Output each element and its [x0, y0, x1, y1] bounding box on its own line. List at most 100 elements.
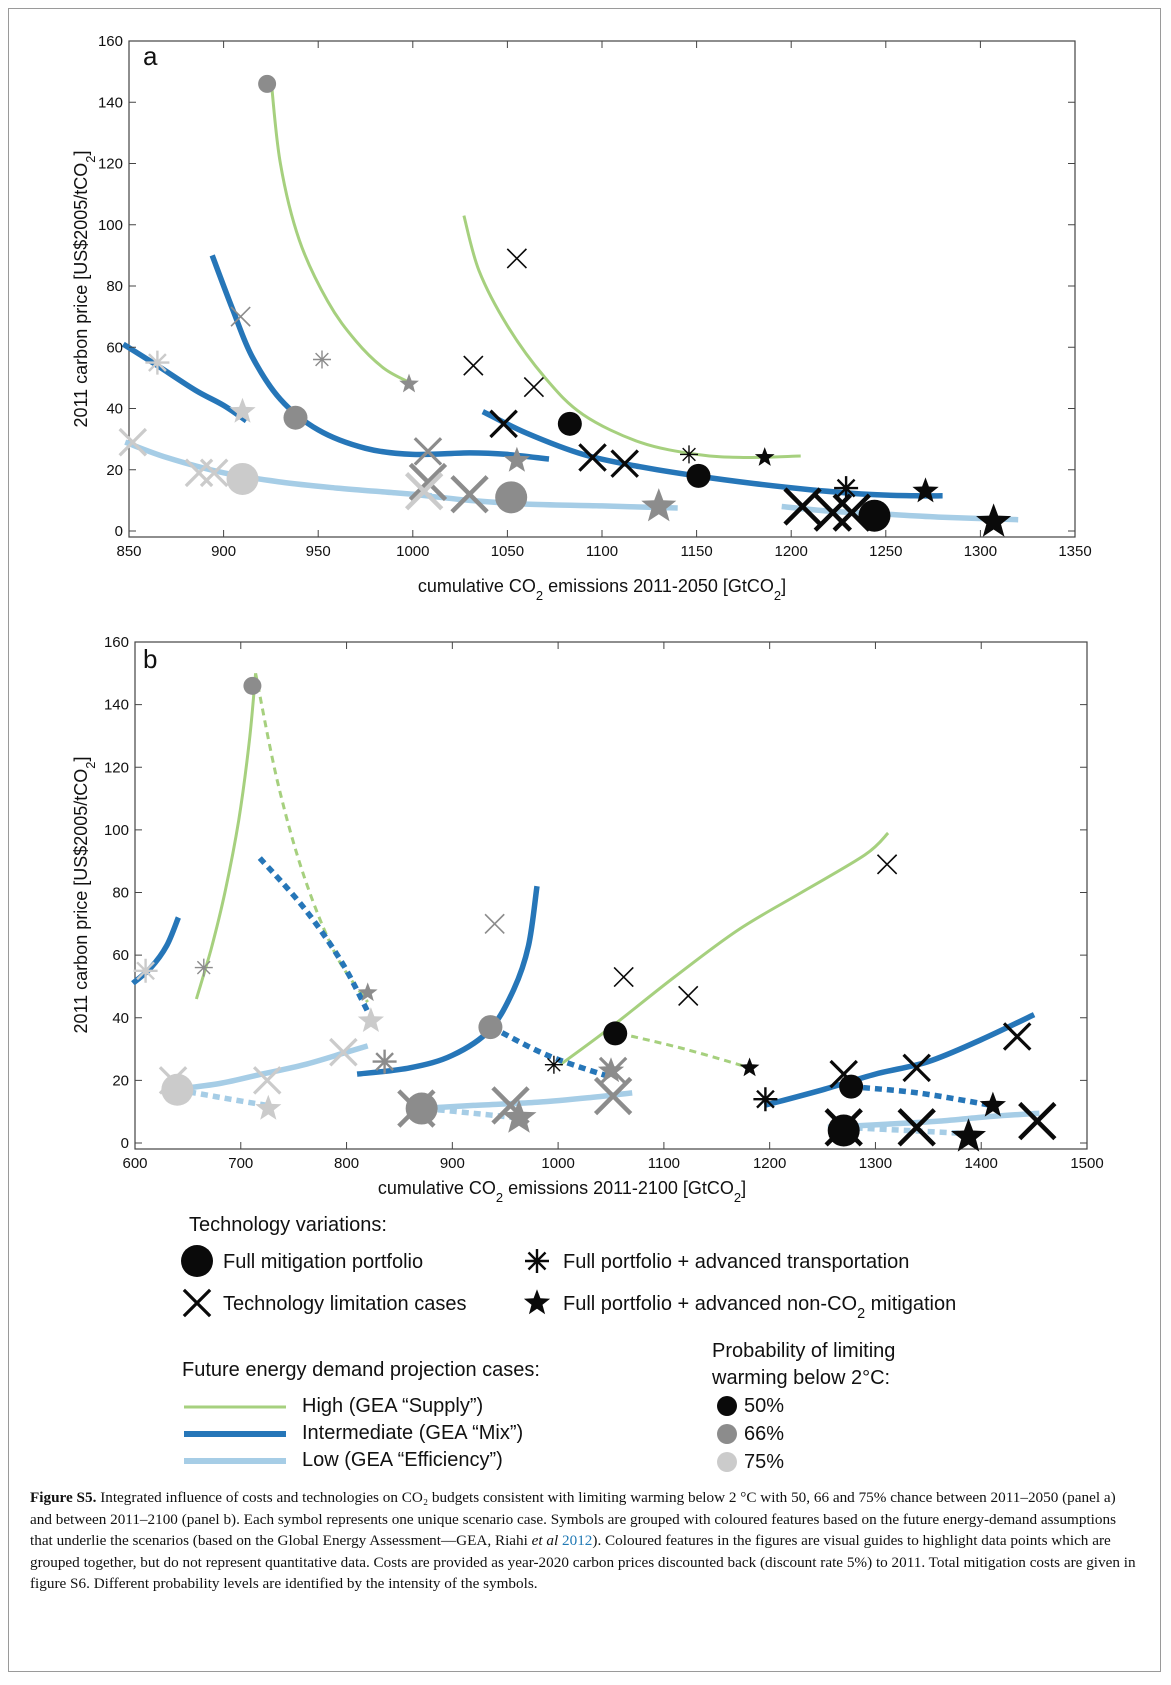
x-tick-label: 850: [116, 543, 141, 560]
caption-ref-link[interactable]: 2012: [562, 1532, 593, 1549]
legend-circle-mark: [181, 1245, 213, 1277]
point-star-66: [501, 1099, 537, 1133]
legend-item-low: Low (GEA “Efficiency”): [302, 1449, 503, 1471]
point-cross-50: [463, 355, 484, 376]
guide-curve-intermediate: [356, 885, 540, 1077]
panel-b-letter: b: [143, 644, 157, 674]
point-cross-50: [1002, 1022, 1032, 1051]
point-cross-50: [610, 449, 639, 478]
point-asterisk-75: [145, 350, 170, 375]
legend-item-tech-limitation: Technology limitation cases: [223, 1293, 466, 1315]
y-tick-label: 20: [106, 462, 123, 479]
point-circle-66: [243, 676, 262, 695]
guide-curve-low: [412, 491, 678, 511]
panel-b-points: [133, 676, 1057, 1152]
legend-asterisk-mark: [525, 1249, 549, 1273]
point-circle-50: [557, 411, 582, 436]
panel-b-y-axis-title: 2011 carbon price [US$2005/tCO2]: [71, 756, 98, 1033]
point-star-66: [597, 1057, 625, 1083]
panel-a-guides: [121, 77, 1019, 523]
panel-b: b 600 700 800 900 1000 1100 1200 1300 1400 1500 0 2…: [71, 634, 1104, 1205]
y-tick-label: 120: [98, 156, 123, 173]
panel-a: a 850 900 950 1000 1050 1100 1150 1200 1250 1300 1…: [71, 33, 1092, 603]
point-asterisk-66: [194, 958, 213, 977]
point-cross-50: [489, 409, 518, 439]
y-tick-label: 80: [112, 885, 129, 902]
point-cross-50: [832, 493, 871, 532]
point-asterisk-50: [544, 1055, 563, 1074]
x-tick-label: 1000: [541, 1155, 574, 1172]
x-tick-label: 1000: [396, 543, 429, 560]
point-cross-75: [404, 472, 444, 511]
point-asterisk-50: [834, 476, 859, 501]
legend-star-mark: [523, 1289, 551, 1315]
point-asterisk-66: [313, 350, 331, 369]
caption-text-2: ). Coloured features in the figures are …: [30, 1532, 1136, 1592]
point-star-75: [357, 1007, 384, 1032]
guide-curve-high: [254, 673, 369, 1003]
point-cross-50: [613, 966, 634, 988]
guide-curve-intermediate: [257, 856, 371, 1013]
y-tick-label: 0: [115, 523, 123, 540]
point-star-50: [951, 1118, 986, 1152]
point-cross-66: [484, 913, 505, 934]
x-tick-label: 1200: [775, 543, 808, 560]
point-cross-50: [506, 248, 527, 269]
point-cross-50: [578, 443, 607, 472]
point-star-66: [641, 488, 677, 522]
x-tick-label: 950: [306, 543, 331, 560]
guide-curve-low: [418, 1090, 633, 1112]
point-cross-66: [593, 1076, 633, 1116]
point-star-75: [255, 1094, 282, 1120]
point-cross-66: [408, 462, 448, 502]
guide-curve-high: [269, 77, 414, 386]
y-tick-label: 60: [106, 339, 123, 356]
point-cross-50: [829, 1059, 858, 1089]
point-cross-50: [824, 1108, 863, 1147]
x-tick-label: 1150: [680, 543, 712, 560]
caption-text: Integrated influence of costs and techno…: [30, 1489, 1117, 1549]
y-tick-label: 140: [104, 697, 129, 714]
legend-item-full-portfolio: Full mitigation portfolio: [223, 1251, 423, 1273]
panel-b-axes-box: [134, 641, 1088, 1150]
y-tick-label: 40: [106, 401, 123, 418]
point-circle-75: [226, 462, 259, 495]
point-star-50: [739, 1057, 760, 1077]
legend-star-icon: [523, 1289, 551, 1315]
guide-curve-high: [462, 215, 801, 460]
panel-b-guides: [131, 673, 1040, 1137]
point-cross-50: [783, 487, 822, 526]
legend-prob-75-dot: [717, 1452, 737, 1472]
point-asterisk-75: [133, 958, 158, 983]
point-star-50: [754, 447, 775, 466]
x-tick-label: 1400: [965, 1155, 998, 1172]
guide-curve-high: [619, 1031, 751, 1070]
x-tick-label: 1050: [491, 543, 524, 560]
y-tick-label: 120: [104, 759, 129, 776]
x-tick-label: 1100: [586, 543, 618, 560]
point-circle-50: [839, 1074, 864, 1099]
panel-a-x-axis-title: cumulative CO2 emissions 2011-2050 [GtCO…: [418, 576, 786, 603]
x-tick-label: 900: [211, 543, 236, 560]
point-cross-50: [876, 854, 898, 875]
legend-item-advanced-transportation: Full portfolio + advanced transportation: [563, 1251, 909, 1273]
panel-b-x-axis-title: cumulative CO2 emissions 2011-2100 [GtCO…: [378, 1178, 746, 1205]
point-star-66: [399, 373, 419, 393]
point-asterisk-50: [753, 1087, 778, 1112]
panel-a-points: [118, 74, 1012, 537]
y-tick-label: 100: [104, 822, 129, 839]
point-cross-66: [397, 1089, 436, 1128]
point-cross-50: [523, 376, 545, 398]
point-circle-66: [495, 481, 528, 514]
point-cross-75: [329, 1037, 358, 1067]
caption-italic: et al: [531, 1532, 559, 1549]
y-tick-label: 100: [98, 217, 123, 234]
point-cross-75: [118, 427, 148, 457]
point-circle-50: [858, 499, 891, 532]
x-tick-label: 1350: [1058, 543, 1091, 560]
figure-charts: a 850 900 950 1000 1050 1100 1150 1200 1250 1300 1…: [71, 33, 1104, 1473]
legend-prob-66: 66%: [744, 1423, 784, 1445]
x-tick-label: 700: [228, 1155, 253, 1172]
point-star-50: [912, 477, 939, 503]
point-asterisk-50: [680, 445, 698, 464]
